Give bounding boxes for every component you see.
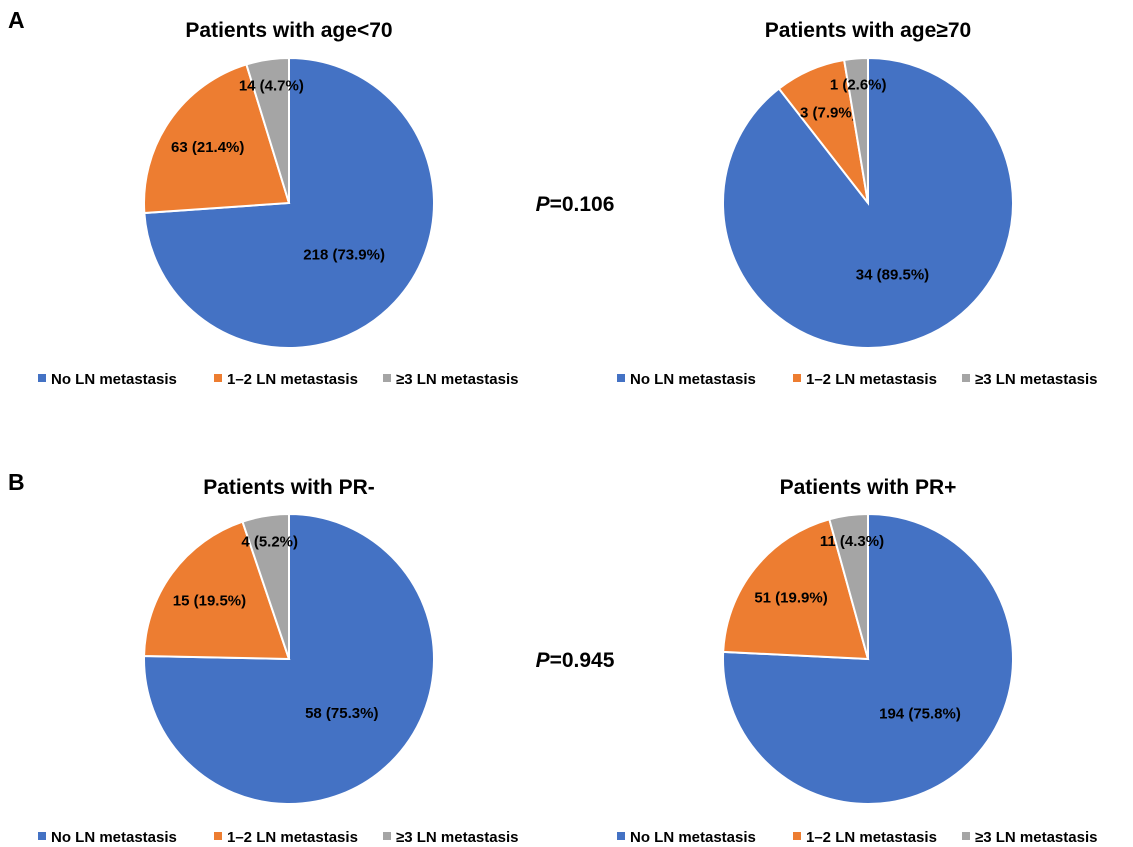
panel-letter-a: A xyxy=(8,7,25,33)
legend: No LN metastasis 1–2 LN metastasis ≥3 LN m… xyxy=(617,371,1097,388)
pie-slice-ln-3-plus xyxy=(245,56,290,204)
chart-title: Patients with PR+ xyxy=(780,476,957,499)
legend: No LN metastasis 1–2 LN metastasis ≥3 LN m… xyxy=(38,371,518,388)
slice-label-ln-1-2: 15 (19.5%) xyxy=(173,593,246,610)
legend-label-ln-3-plus: ≥3 LN metastasis xyxy=(975,829,1097,846)
slice-label-no-ln: 58 (75.3%) xyxy=(305,705,378,722)
p-value-a-number: =0.106 xyxy=(550,193,615,216)
pie-slice-ln-1-2 xyxy=(143,63,291,215)
slice-label-ln-1-2: 63 (21.4%) xyxy=(171,139,244,156)
p-value-b-number: =0.945 xyxy=(550,649,615,672)
pie-slice-ln-3-plus xyxy=(241,512,290,660)
pie-chart-age-under-70: Patients with age<70 218 (73.9%) 63 (21.4%… xyxy=(38,19,518,388)
legend-swatch-ln-3-plus xyxy=(383,374,391,382)
legend-label-ln-3-plus: ≥3 LN metastasis xyxy=(975,371,1097,388)
legend: No LN metastasis 1–2 LN metastasis ≥3 LN m… xyxy=(38,829,518,846)
slice-label-ln-1-2: 51 (19.9%) xyxy=(754,589,827,606)
slice-label-ln-3-plus: 14 (4.7%) xyxy=(239,77,304,94)
legend-swatch-no-ln xyxy=(617,374,625,382)
legend-label-ln-3-plus: ≥3 LN metastasis xyxy=(396,829,518,846)
slice-label-ln-3-plus: 4 (5.2%) xyxy=(241,534,298,551)
pie-slice-ln-3-plus xyxy=(828,512,869,660)
legend-swatch-ln-1-2 xyxy=(214,374,222,382)
legend-swatch-ln-1-2 xyxy=(793,832,801,840)
p-value-a-symbol: P xyxy=(536,193,551,216)
slice-label-no-ln: 34 (89.5%) xyxy=(856,266,929,283)
slice-label-ln-1-2: 3 (7.9%) xyxy=(800,105,857,122)
legend-label-no-ln: No LN metastasis xyxy=(51,371,177,388)
legend-label-ln-3-plus: ≥3 LN metastasis xyxy=(396,371,518,388)
chart-title: Patients with PR- xyxy=(203,476,375,499)
slice-label-no-ln: 218 (73.9%) xyxy=(303,246,385,263)
slice-label-ln-3-plus: 1 (2.6%) xyxy=(830,77,887,94)
legend-label-ln-1-2: 1–2 LN metastasis xyxy=(227,829,358,846)
legend-swatch-no-ln xyxy=(617,832,625,840)
legend-label-no-ln: No LN metastasis xyxy=(51,829,177,846)
legend-label-ln-1-2: 1–2 LN metastasis xyxy=(806,829,937,846)
chart-title: Patients with age<70 xyxy=(185,19,392,42)
pie-slice-ln-1-2 xyxy=(722,518,870,661)
slice-label-ln-3-plus: 11 (4.3%) xyxy=(820,533,884,550)
pie-chart-pr-positive: Patients with PR+ 194 (75.8%) 51 (19.9%) 11… xyxy=(617,476,1097,846)
legend-label-no-ln: No LN metastasis xyxy=(630,371,756,388)
pie-chart-pr-negative: Patients with PR- 58 (75.3%) 15 (19.5%) 4 (… xyxy=(38,476,518,846)
pie-slice-ln-1-2 xyxy=(143,520,291,661)
legend: No LN metastasis 1–2 LN metastasis ≥3 LN m… xyxy=(617,829,1097,846)
legend-swatch-no-ln xyxy=(38,374,46,382)
p-value-a: P=0.106 xyxy=(536,193,615,216)
legend-label-ln-1-2: 1–2 LN metastasis xyxy=(806,371,937,388)
p-value-b-symbol: P xyxy=(536,649,551,672)
panel-letter-b: B xyxy=(8,469,25,495)
legend-swatch-ln-1-2 xyxy=(214,832,222,840)
p-value-b: P=0.945 xyxy=(536,649,615,672)
legend-swatch-ln-3-plus xyxy=(962,832,970,840)
slice-label-no-ln: 194 (75.8%) xyxy=(879,706,961,723)
legend-swatch-ln-3-plus xyxy=(962,374,970,382)
legend-swatch-no-ln xyxy=(38,832,46,840)
legend-swatch-ln-3-plus xyxy=(383,832,391,840)
pie-slice-ln-3-plus xyxy=(842,56,869,204)
pie-chart-age-70-plus: Patients with age≥70 34 (89.5%) 3 (7.9%) 1 … xyxy=(617,19,1097,388)
legend-swatch-ln-1-2 xyxy=(793,374,801,382)
chart-title: Patients with age≥70 xyxy=(765,19,971,42)
legend-label-no-ln: No LN metastasis xyxy=(630,829,756,846)
legend-label-ln-1-2: 1–2 LN metastasis xyxy=(227,371,358,388)
